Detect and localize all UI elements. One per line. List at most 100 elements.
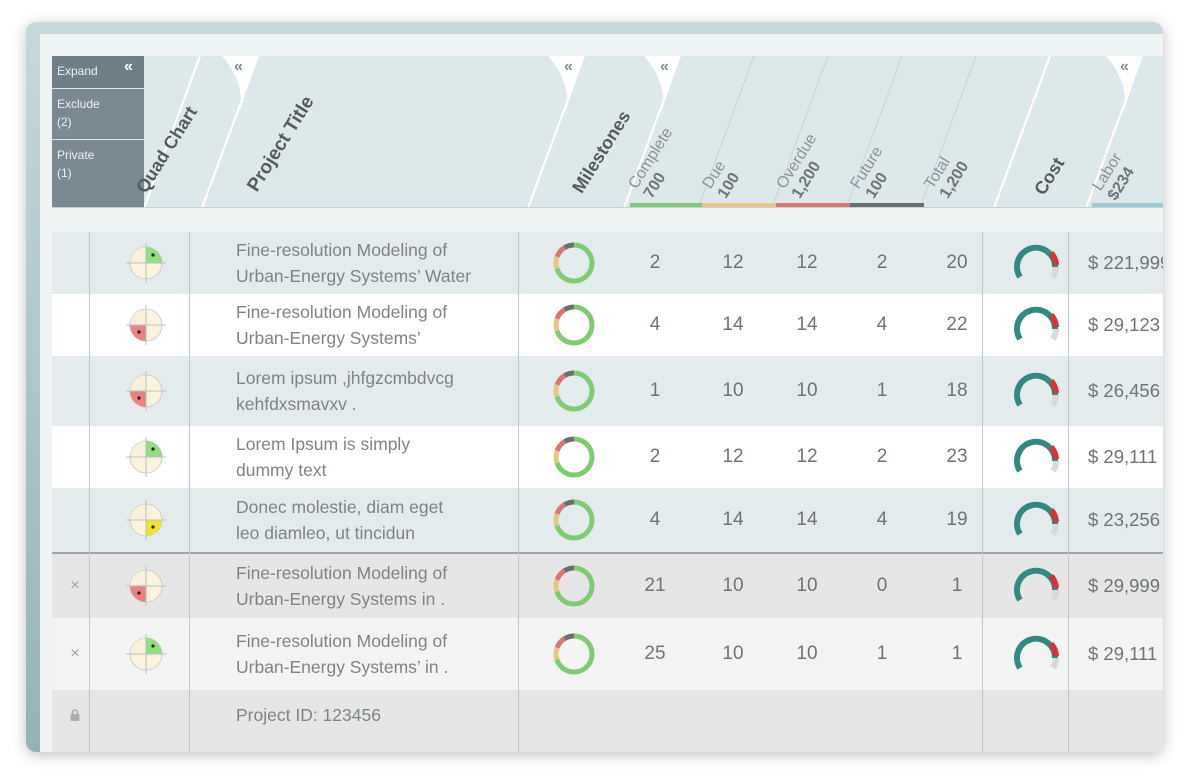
- total-count: 19: [946, 509, 968, 530]
- cost-gauge-chart[interactable]: [1008, 356, 1068, 426]
- project-title-cell[interactable]: Fine-resolution Modeling of Urban-Energy …: [236, 232, 526, 294]
- milestone-donut-chart[interactable]: [542, 294, 606, 356]
- milestone-donut-chart[interactable]: [542, 356, 606, 426]
- expand-button[interactable]: Expand «: [52, 56, 144, 88]
- project-title-line: kehfdxsmavxv .: [236, 394, 357, 414]
- overdue-count: 10: [796, 380, 818, 401]
- project-title-line: Fine-resolution Modeling of: [236, 631, 448, 651]
- project-title-line: Fine-resolution Modeling of: [236, 302, 448, 322]
- milestone-donut-chart[interactable]: [542, 618, 606, 690]
- complete-count: 4: [649, 509, 661, 530]
- future-count: 4: [876, 509, 888, 530]
- project-title-cell[interactable]: Fine-resolution Modeling of Urban-Energy …: [236, 618, 526, 690]
- milestone-donut-chart[interactable]: [542, 426, 606, 488]
- exclude-icon[interactable]: [52, 426, 98, 488]
- future-count: 1: [876, 380, 888, 401]
- milestone-donut-chart[interactable]: [542, 488, 606, 552]
- due-count: 10: [722, 380, 744, 401]
- total-count: 23: [946, 446, 968, 467]
- labor-cost-value: $ 29,111: [1088, 446, 1158, 467]
- table-row[interactable]: Fine-resolution Modeling of Urban-Energy …: [52, 232, 1163, 294]
- collapse-quad-chevron-icon[interactable]: «: [234, 58, 243, 75]
- cost-gauge-chart[interactable]: [1008, 426, 1068, 488]
- project-title-cell[interactable]: Lorem Ipsum is simply dummy text: [236, 426, 526, 488]
- column-divider: [189, 232, 190, 752]
- project-title-line: Urban-Energy Systems’ in .: [236, 657, 449, 677]
- overdue-count: 12: [796, 252, 818, 273]
- exclude-icon[interactable]: [52, 232, 98, 294]
- labor-cost-value: $ 29,111: [1088, 643, 1158, 664]
- project-title-cell[interactable]: Lorem ipsum ,jhfgzcmbdvcg kehfdxsmavxv .: [236, 356, 526, 426]
- milestone-donut-chart[interactable]: [542, 232, 606, 294]
- project-title-line: Fine-resolution Modeling of: [236, 563, 448, 583]
- project-grid-panel: Expand « Exclude (2) Private (1) « « « «…: [40, 34, 1163, 752]
- collapse-all-chevron-icon[interactable]: «: [124, 58, 133, 75]
- private-row[interactable]: Project ID: 123456: [52, 690, 1163, 752]
- expand-label: Expand: [57, 64, 98, 78]
- total-count: 20: [946, 252, 968, 273]
- complete-count: 4: [649, 314, 661, 335]
- collapse-title-chevron-icon[interactable]: «: [564, 58, 573, 75]
- cost-gauge-chart[interactable]: [1008, 294, 1068, 356]
- column-divider: [982, 232, 983, 752]
- quad-chart-icon[interactable]: [116, 356, 176, 426]
- grid-header: Expand « Exclude (2) Private (1) « « « «…: [52, 56, 1163, 208]
- labor-color-bar: [1092, 203, 1163, 207]
- labor-cost-value: $ 29,123: [1088, 314, 1161, 335]
- header-background: [143, 56, 1143, 207]
- table-row[interactable]: Lorem ipsum ,jhfgzcmbdvcg kehfdxsmavxv . 1…: [52, 356, 1163, 426]
- total-count: 22: [946, 314, 968, 335]
- overdue-count: 10: [796, 575, 818, 596]
- project-title-line: Fine-resolution Modeling of: [236, 240, 448, 260]
- cost-gauge-chart[interactable]: [1008, 618, 1068, 690]
- quad-chart-icon[interactable]: [116, 294, 176, 356]
- due-count: 14: [722, 509, 744, 530]
- future-count: 2: [876, 252, 888, 273]
- exclude-button[interactable]: Exclude (2): [52, 89, 144, 139]
- cost-gauge-chart[interactable]: [1008, 232, 1068, 294]
- due-count: 12: [722, 252, 744, 273]
- total-count: 1: [951, 575, 963, 596]
- private-label: Private: [57, 148, 95, 162]
- project-title-cell[interactable]: Donec molestie, diam eget leo diamleo, ut…: [236, 488, 526, 552]
- overdue-count: 14: [796, 509, 818, 530]
- quad-chart-icon[interactable]: [116, 232, 176, 294]
- exclude-icon[interactable]: [52, 294, 98, 356]
- private-button[interactable]: Private (1): [52, 140, 144, 207]
- project-title-line: Urban-Energy Systems’: [236, 328, 421, 348]
- due-count: 10: [722, 643, 744, 664]
- table-row[interactable]: × Fine-resolution Modeling of Urban-Energy…: [52, 618, 1163, 690]
- cost-gauge-chart[interactable]: [1008, 554, 1068, 618]
- exclude-icon[interactable]: [52, 488, 98, 552]
- labor-cost-value: $ 221,999: [1088, 252, 1163, 273]
- cost-gauge-chart[interactable]: [1008, 488, 1068, 552]
- milestone-donut-chart[interactable]: [542, 554, 606, 618]
- private-count: (1): [57, 166, 72, 180]
- project-title-cell[interactable]: Fine-resolution Modeling of Urban-Energy …: [236, 294, 526, 356]
- table-row[interactable]: Donec molestie, diam eget leo diamleo, ut…: [52, 488, 1163, 552]
- quad-chart-icon[interactable]: [116, 554, 176, 618]
- complete-count: 21: [644, 575, 666, 596]
- table-row[interactable]: Lorem Ipsum is simply dummy text 2 12 12 2 23 $…: [52, 426, 1163, 488]
- table-row[interactable]: Fine-resolution Modeling of Urban-Energy …: [52, 294, 1163, 356]
- lock-icon: [52, 690, 98, 740]
- exclude-icon[interactable]: ×: [70, 645, 80, 662]
- collapse-cost-chevron-icon[interactable]: «: [1120, 58, 1129, 75]
- future-count: 1: [876, 643, 888, 664]
- quad-chart-icon[interactable]: [116, 618, 176, 690]
- project-title-cell[interactable]: Fine-resolution Modeling of Urban-Energy …: [236, 554, 526, 618]
- complete-count: 1: [649, 380, 661, 401]
- project-title-line: leo diamleo, ut tincidun: [236, 523, 415, 543]
- quad-chart-icon[interactable]: [116, 488, 176, 552]
- total-count: 1: [951, 643, 963, 664]
- project-title-line: dummy text: [236, 460, 327, 480]
- table-row[interactable]: × Fine-resolution Modeling of Urban-Energy…: [52, 552, 1163, 618]
- exclude-icon[interactable]: [52, 356, 98, 426]
- collapse-milestones-chevron-icon[interactable]: «: [660, 58, 669, 75]
- project-title-line: Urban-Energy Systems in .: [236, 589, 446, 609]
- quad-chart-icon[interactable]: [116, 426, 176, 488]
- project-title-line: Urban-Energy Systems’ Water: [236, 266, 472, 286]
- due-count: 14: [722, 314, 744, 335]
- column-divider: [89, 232, 90, 752]
- exclude-icon[interactable]: ×: [70, 577, 80, 594]
